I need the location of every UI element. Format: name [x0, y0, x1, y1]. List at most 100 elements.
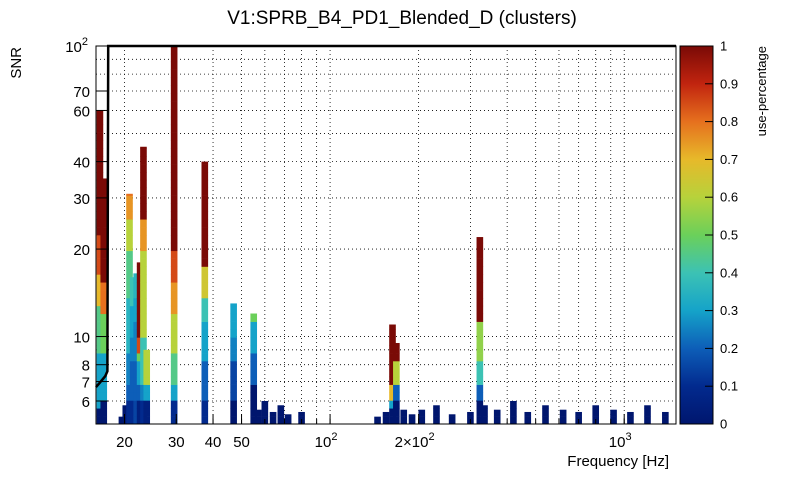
heatmap-cell: [143, 384, 151, 393]
heatmap-cell: [126, 298, 133, 307]
heatmap-cell: [126, 345, 133, 354]
heatmap-cell: [201, 161, 209, 165]
heatmap-cell: [201, 345, 209, 354]
heatmap-cell: [201, 329, 209, 338]
heatmap-cell: [201, 242, 209, 252]
heatmap-cell: [476, 408, 484, 417]
heatmap-cell: [170, 242, 178, 252]
heatmap-cell: [170, 140, 178, 149]
heatmap-cell: [201, 290, 209, 299]
y-tick-label: 102: [65, 36, 88, 56]
y-axis-label: SNR: [8, 47, 25, 79]
heatmap-cell: [250, 329, 258, 338]
heatmap-cell: [140, 203, 147, 212]
heatmap-cell: [129, 305, 137, 315]
heatmap-cell: [201, 361, 209, 370]
heatmap-cell: [96, 250, 104, 259]
heatmap-cell: [140, 211, 147, 220]
heatmap-cell: [129, 290, 137, 299]
x-tick-label: 30: [168, 434, 185, 451]
heatmap-cell: [201, 164, 209, 173]
heatmap-cell: [393, 400, 400, 409]
x-axis-ticks: 20 30 40 50 102 2×102 103: [116, 414, 632, 451]
heatmap-cell: [374, 416, 381, 425]
heatmap-cell: [100, 321, 108, 330]
heatmap-cell: [129, 345, 137, 354]
heatmap-cell: [122, 405, 130, 409]
colorbar-tick-label: 0: [720, 417, 727, 432]
heatmap-cell: [201, 219, 209, 228]
y-tick-label: 40: [73, 155, 90, 172]
heatmap-cell: [100, 250, 108, 259]
heatmap-cell: [126, 416, 133, 425]
heatmap-cell: [393, 384, 400, 393]
heatmap-cell: [100, 195, 108, 204]
heatmap-cell: [126, 400, 133, 409]
heatmap-cell: [201, 408, 209, 417]
heatmap-cell: [140, 227, 147, 236]
heatmap-cell: [140, 250, 147, 259]
heatmap-cell: [644, 416, 651, 425]
heatmap-cell: [400, 416, 408, 425]
heatmap-cell: [140, 187, 147, 196]
heatmap-cell: [133, 361, 140, 370]
heatmap-cell: [129, 408, 137, 417]
colorbar-label: use-percentage: [754, 46, 769, 136]
heatmap-cell: [170, 376, 178, 385]
heatmap-cell: [129, 384, 137, 393]
heatmap-cell: [136, 262, 144, 267]
heatmap-cell: [133, 274, 140, 283]
heatmap-cell: [250, 313, 258, 322]
heatmap-cell: [96, 329, 104, 338]
heatmap-cell: [136, 361, 144, 370]
heatmap-cell: [170, 179, 178, 189]
heatmap-cell: [133, 408, 140, 417]
heatmap-cell: [96, 164, 104, 173]
heatmap-cell: [389, 408, 396, 417]
heatmap-cell: [481, 405, 488, 409]
heatmap-cell: [126, 290, 133, 299]
heatmap-cell: [170, 329, 178, 338]
y-tick-label: 70: [73, 84, 90, 101]
heatmap-cell: [575, 411, 582, 417]
heatmap-cell: [448, 414, 456, 417]
y-tick-label: 7: [82, 375, 90, 392]
heatmap-cell: [133, 416, 140, 425]
heatmap-cell: [254, 416, 262, 425]
heatmap-cell: [126, 353, 133, 362]
heatmap-cell: [133, 345, 140, 354]
heatmap-cell: [476, 258, 484, 267]
heatmap-cell: [140, 258, 147, 267]
heatmap-cell: [476, 376, 484, 385]
heatmap-cell: [100, 290, 108, 299]
heatmap-cell: [126, 384, 133, 393]
heatmap-cell: [476, 400, 484, 409]
heatmap-cell: [100, 227, 108, 236]
heatmap-cell: [143, 353, 151, 362]
heatmap-cell: [510, 416, 517, 425]
heatmap-cell: [201, 282, 209, 291]
y-axis-ticks: 6 78 10 20 30 40 60 70 102: [65, 36, 108, 411]
heatmap-cell: [170, 345, 178, 354]
heatmap-cell: [610, 416, 617, 425]
heatmap-cell: [393, 368, 400, 378]
heatmap-cell: [170, 172, 178, 181]
heatmap-cell: [476, 237, 484, 244]
heatmap-cell: [201, 187, 209, 196]
heatmap-cell: [96, 274, 104, 283]
heatmap-cell: [170, 337, 178, 346]
heatmap-cell: [133, 321, 140, 330]
heatmap-cell: [230, 329, 237, 338]
heatmap-cell: [136, 416, 144, 425]
heatmap-cell: [250, 313, 258, 315]
heatmap-cell: [230, 313, 237, 322]
heatmap-cell: [476, 337, 484, 346]
heatmap-cell: [96, 290, 104, 299]
heatmap-cell: [250, 321, 258, 330]
heatmap-cell: [96, 124, 104, 133]
heatmap-cell: [170, 408, 178, 417]
heatmap-cell: [136, 305, 144, 315]
heatmap-cell: [126, 242, 133, 252]
heatmap-cell: [476, 250, 484, 259]
